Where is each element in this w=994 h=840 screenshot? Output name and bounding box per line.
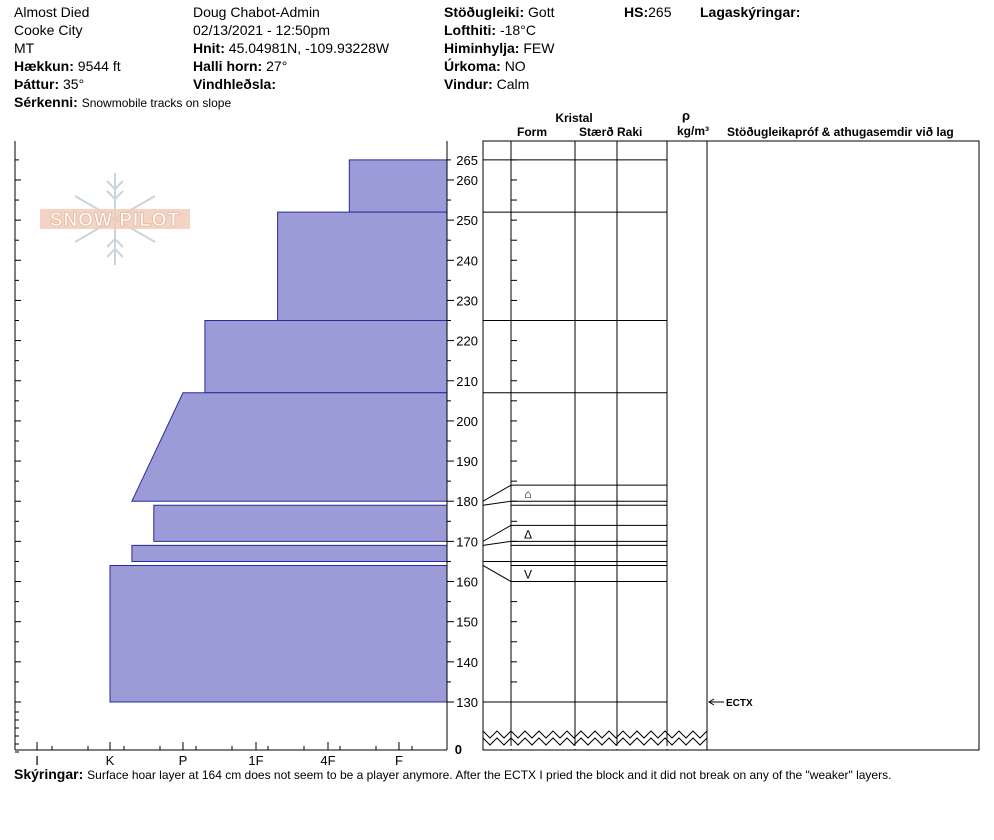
height-tick-label: 160 <box>456 575 478 590</box>
observer: Doug Chabot-Admin <box>193 4 320 20</box>
air-temperature: Lofthiti: -18°C <box>444 22 536 38</box>
height-tick-label: 190 <box>456 454 478 469</box>
axis-break-gap <box>484 746 706 749</box>
features: Sérkenni: Snowmobile tracks on slope <box>14 94 232 110</box>
col-header-moisture: Raki <box>617 125 642 139</box>
height-tick-label: 260 <box>456 173 478 188</box>
layer-connector <box>482 524 512 542</box>
aspect: Þáttur: 35° <box>14 76 85 92</box>
axis-break <box>482 737 708 746</box>
height-tick-label: 180 <box>456 494 478 509</box>
layer-connector <box>482 484 512 502</box>
wind-loading: Vindhleðsla: <box>193 76 276 92</box>
profile-notes: Skýringar: Surface hoar layer at 164 cm … <box>14 766 892 782</box>
hardness-layer <box>131 544 448 562</box>
hardness-layer <box>153 504 448 542</box>
height-tick-label: 200 <box>456 414 478 429</box>
precipitation: Úrkoma: NO <box>444 58 526 74</box>
height-tick-label: 150 <box>456 615 478 630</box>
col-header-density-symbol: ρ <box>682 108 690 123</box>
stability-test-arrowhead <box>708 698 715 706</box>
hardness-layer <box>204 320 448 394</box>
col-header-crystal: Kristal <box>555 111 592 125</box>
stability-test-label: ECTX <box>726 698 753 709</box>
height-tick-label: 220 <box>456 334 478 349</box>
height-tick-label: 250 <box>456 213 478 228</box>
height-tick-label: 170 <box>456 534 478 549</box>
hardness-tick-label: I <box>35 753 39 768</box>
slope-angle: Halli horn: 27° <box>193 58 288 74</box>
datetime: 02/13/2021 - 12:50pm <box>193 22 330 38</box>
layer-connector <box>482 565 512 582</box>
layer-connector <box>482 500 512 506</box>
height-tick-label: 140 <box>456 655 478 670</box>
height-tick-label: 0 <box>455 742 462 757</box>
elevation: Hækkun: 9544 ft <box>14 58 121 74</box>
layer-notes-label: Lagaskýringar: <box>700 4 801 20</box>
state: MT <box>14 40 35 56</box>
hardness-layer <box>109 564 448 703</box>
height-tick-label: 230 <box>456 293 478 308</box>
grain-form-symbol: ⌂ <box>524 487 531 501</box>
hardness-tick-label: K <box>106 753 115 768</box>
axis-break <box>482 730 708 739</box>
hardness-tick-label: F <box>395 753 403 768</box>
hardness-layer <box>277 211 448 322</box>
grain-form-symbol: ∆ <box>524 527 532 541</box>
location: Cooke City <box>14 22 83 38</box>
logo-text: SNOW PILOT <box>50 210 180 231</box>
coordinates: Hnit: 45.04981N, -109.93228W <box>193 40 390 56</box>
sky-cover: Himinhylja: FEW <box>444 40 555 56</box>
height-tick-label: 210 <box>456 374 478 389</box>
hardness-layer <box>348 159 448 213</box>
grain-form-symbol: V <box>524 568 532 582</box>
height-tick-label: 130 <box>456 695 478 710</box>
snow-height: HS:265 <box>624 4 672 20</box>
grain-table-frame <box>482 140 980 751</box>
layer-connector <box>482 540 512 546</box>
col-header-size: Stærð <box>579 125 614 139</box>
hardness-tick-label: 1F <box>248 753 263 768</box>
hardness-tick-label: 4F <box>320 753 335 768</box>
height-tick-label: 240 <box>456 253 478 268</box>
stability: Stöðugleiki: Gott <box>444 4 555 20</box>
snowpilot-logo: SNOW PILOT <box>40 173 190 265</box>
height-tick-label: 265 <box>456 153 478 168</box>
hardness-layer <box>131 392 448 502</box>
col-header-form: Form <box>517 125 547 139</box>
col-header-density-unit: kg/m³ <box>677 124 709 138</box>
site-name: Almost Died <box>14 4 90 20</box>
wind: Vindur: Calm <box>444 76 530 92</box>
col-header-stability-tests: Stöðugleikapróf & athugasemdir við lag <box>727 125 954 139</box>
hardness-tick-label: P <box>179 753 188 768</box>
